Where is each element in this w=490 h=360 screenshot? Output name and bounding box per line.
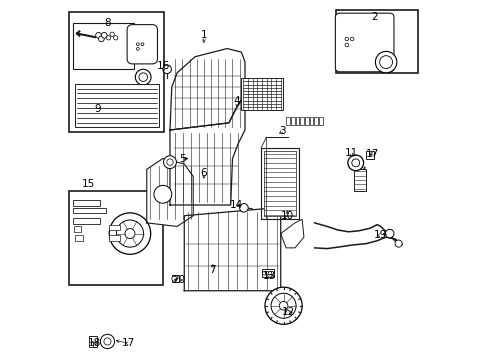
Text: 4: 4 [234,96,241,107]
Circle shape [268,271,272,275]
Circle shape [154,185,172,203]
Bar [75,84,159,127]
Text: 17: 17 [366,149,380,159]
Bar [262,269,273,277]
Circle shape [114,36,118,40]
Circle shape [375,51,397,73]
Circle shape [164,156,176,168]
Polygon shape [281,219,304,248]
Circle shape [101,32,107,38]
Polygon shape [170,49,245,130]
Bar [264,151,296,216]
FancyBboxPatch shape [127,24,157,64]
Bar [287,117,290,125]
Bar [319,117,322,125]
Circle shape [98,36,104,42]
Circle shape [352,159,360,167]
Circle shape [240,203,248,212]
Circle shape [271,293,296,318]
Text: 17: 17 [122,338,136,348]
Text: 6: 6 [200,168,207,178]
Bar [291,117,294,125]
Text: 9: 9 [95,104,101,113]
Circle shape [265,287,302,324]
Bar [300,117,304,125]
Circle shape [106,36,111,40]
Bar [296,117,299,125]
Circle shape [163,65,172,73]
Text: 11: 11 [345,148,358,158]
FancyBboxPatch shape [335,13,394,72]
Bar [73,218,100,224]
Bar [336,10,418,73]
Circle shape [350,37,354,41]
Text: 14: 14 [230,200,243,210]
Bar [73,207,106,213]
Bar [242,78,283,111]
Circle shape [348,155,364,171]
Text: 19: 19 [374,230,388,240]
Circle shape [395,240,402,247]
Circle shape [135,69,151,85]
Circle shape [172,276,177,281]
Bar [74,226,81,232]
Bar [75,235,83,241]
Polygon shape [184,208,281,291]
Text: 10: 10 [281,211,294,221]
Circle shape [167,159,173,165]
Bar [367,151,374,158]
Circle shape [96,32,101,38]
Text: 18: 18 [88,338,101,348]
Text: 15: 15 [82,179,95,189]
Circle shape [100,334,115,348]
Circle shape [141,43,144,46]
Circle shape [345,43,348,47]
Bar [89,337,98,347]
Bar [73,201,100,206]
Circle shape [136,48,139,50]
Circle shape [125,229,135,239]
Circle shape [139,73,147,81]
Text: 5: 5 [179,154,186,163]
Circle shape [380,56,392,68]
Circle shape [266,271,269,275]
Text: 12: 12 [282,307,295,317]
Text: 2: 2 [371,13,378,22]
Polygon shape [147,158,193,226]
Bar [109,235,120,241]
Bar [172,275,179,282]
Circle shape [104,338,111,345]
Bar [261,148,298,219]
Circle shape [110,32,114,36]
Bar [69,191,163,285]
Bar [73,23,134,69]
Text: 20: 20 [172,275,186,285]
Text: 1: 1 [200,30,207,40]
Text: 16: 16 [157,61,171,71]
Text: 7: 7 [210,265,216,275]
Polygon shape [170,94,245,205]
Circle shape [386,229,394,238]
Bar [314,117,318,125]
Bar [305,117,309,125]
Bar [89,342,93,347]
Text: 8: 8 [104,18,111,28]
Circle shape [279,301,288,310]
Circle shape [117,220,144,247]
Circle shape [136,43,139,46]
Bar [354,169,367,191]
Circle shape [109,213,151,254]
Circle shape [263,271,266,275]
Text: 13: 13 [263,271,276,281]
Bar [109,225,120,230]
Text: 3: 3 [279,126,286,136]
Bar [310,117,313,125]
Bar [69,12,164,132]
Circle shape [345,37,348,41]
